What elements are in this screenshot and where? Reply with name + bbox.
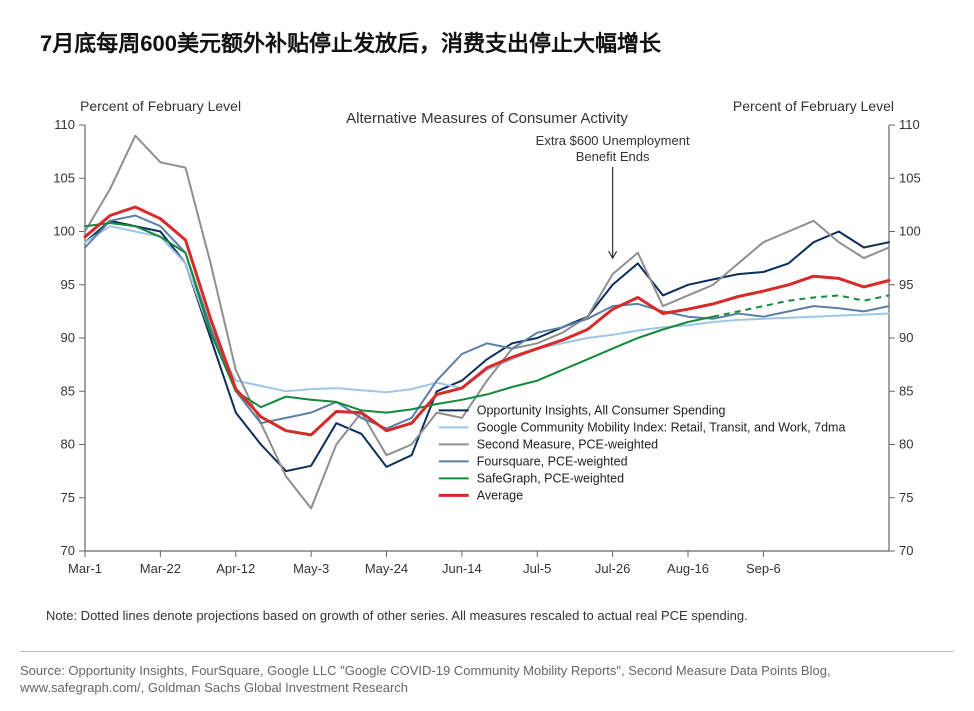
- headline-cn: 7月底每周600美元额外补贴停止发放后，消费支出停止大幅增长: [40, 26, 661, 58]
- chart-area: Percent of February Level Percent of Febr…: [30, 90, 944, 591]
- x-tick: Mar-22: [140, 561, 181, 576]
- legend-label: Opportunity Insights, All Consumer Spend…: [477, 403, 726, 417]
- y-tick-right: 85: [899, 383, 913, 398]
- legend-label: Google Community Mobility Index: Retail,…: [477, 420, 846, 434]
- y-tick-right: 70: [899, 543, 913, 558]
- y-axis-label-right: Percent of February Level: [733, 98, 894, 114]
- y-tick-right: 75: [899, 490, 913, 505]
- x-tick: May-24: [365, 561, 408, 576]
- y-tick-right: 110: [899, 117, 920, 132]
- x-tick: May-3: [293, 561, 329, 576]
- y-tick-right: 105: [899, 170, 921, 185]
- x-tick: Jul-5: [523, 561, 551, 576]
- y-tick-left: 95: [61, 277, 75, 292]
- x-tick: Apr-12: [216, 561, 255, 576]
- y-tick-left: 100: [53, 224, 75, 239]
- y-tick-left: 90: [61, 330, 75, 345]
- source-attribution: Source: Opportunity Insights, FourSquare…: [20, 651, 954, 697]
- legend-label: SafeGraph, PCE-weighted: [477, 471, 624, 485]
- chart-title: Alternative Measures of Consumer Activit…: [346, 110, 628, 127]
- x-tick: Jun-14: [442, 561, 482, 576]
- legend-label: Second Measure, PCE-weighted: [477, 437, 658, 451]
- legend-label: Average: [477, 488, 523, 502]
- y-tick-left: 70: [61, 543, 75, 558]
- y-tick-right: 80: [899, 437, 913, 452]
- legend-label: Foursquare, PCE-weighted: [477, 454, 628, 468]
- y-axis-label-left: Percent of February Level: [80, 98, 241, 114]
- y-tick-left: 110: [54, 117, 75, 132]
- x-tick: Jul-26: [595, 561, 630, 576]
- x-tick: Sep-6: [746, 561, 781, 576]
- line-chart-svg: Percent of February Level Percent of Febr…: [30, 90, 944, 591]
- y-tick-left: 105: [53, 170, 75, 185]
- figure-container: 7月底每周600美元额外补贴停止发放后，消费支出停止大幅增长 Percent o…: [0, 0, 974, 711]
- y-tick-left: 80: [61, 437, 75, 452]
- y-tick-right: 95: [899, 277, 913, 292]
- y-tick-left: 75: [61, 490, 75, 505]
- chart-note: Note: Dotted lines denote projections ba…: [46, 608, 748, 623]
- annotation-line2: Benefit Ends: [576, 149, 650, 164]
- x-tick: Mar-1: [68, 561, 102, 576]
- annotation-line1: Extra $600 Unemployment: [536, 133, 690, 148]
- y-tick-right: 90: [899, 330, 913, 345]
- y-tick-right: 100: [899, 224, 921, 239]
- y-tick-left: 85: [61, 383, 75, 398]
- x-tick: Aug-16: [667, 561, 709, 576]
